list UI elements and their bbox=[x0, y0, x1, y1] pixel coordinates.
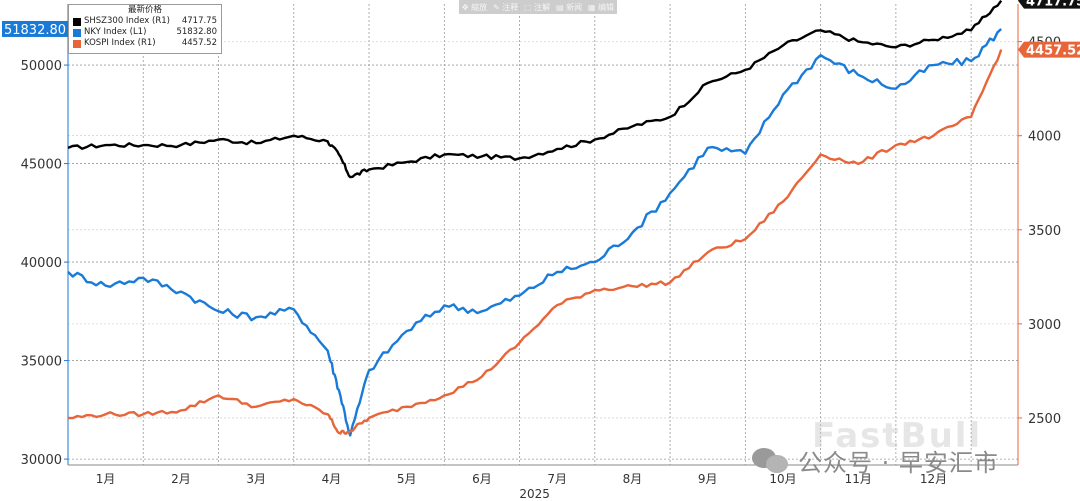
legend-value: 4717.75 bbox=[181, 16, 217, 26]
legend-label: KOSPI Index (R1) bbox=[84, 38, 156, 48]
last-value-tag-kospi-text: 4457.52 bbox=[1026, 44, 1080, 59]
legend-entry-nky: NKY Index (L1) 51832.80 bbox=[69, 27, 221, 38]
legend-swatch bbox=[73, 28, 81, 37]
toolbar-notes-button[interactable]: ⬚ 注解 bbox=[524, 2, 551, 12]
left-tick-label: 40000 bbox=[21, 256, 62, 271]
last-value-tag-shsz300-bg bbox=[1018, 0, 1080, 9]
toolbar-news-button[interactable]: ▤ 新闻 bbox=[556, 2, 583, 12]
watermark-text: 公众号 · 早安汇市 bbox=[798, 448, 999, 477]
left-tick-label: 45000 bbox=[21, 158, 62, 173]
last-value-tag-nky: 51832.80 bbox=[2, 20, 68, 38]
right-tick-label: 4000 bbox=[1028, 130, 1061, 145]
legend-entry-shsz300: SHSZ300 Index (R1) 4717.75 bbox=[69, 16, 221, 27]
x-tick-label: 6月 bbox=[472, 472, 492, 486]
legend-value: 4457.52 bbox=[181, 38, 217, 48]
axes bbox=[64, 4, 1022, 466]
left-tick-label: 30000 bbox=[21, 453, 62, 468]
brand-watermark: FastBull bbox=[812, 416, 983, 456]
wechat-icon bbox=[752, 445, 790, 475]
series-line-shsz300 bbox=[67, 0, 1003, 179]
x-tick-label: 12月 bbox=[920, 472, 947, 486]
x-tick-label: 8月 bbox=[623, 472, 643, 486]
series-lines bbox=[67, 0, 1003, 437]
right-tick-label: 2500 bbox=[1028, 412, 1061, 427]
chart-toolbar: ✥ 縮放 ✎ 注释 ⬚ 注解 ▤ 新闻 ▦ 编辑 bbox=[459, 0, 617, 14]
legend-entry-kospi: KOSPI Index (R1) 4457.52 bbox=[69, 38, 221, 49]
last-value-tag-kospi-bg bbox=[1018, 41, 1080, 58]
x-year-label: 2025 bbox=[519, 487, 550, 501]
left-tick-label: 35000 bbox=[21, 355, 62, 370]
right-tick-label: 3500 bbox=[1028, 224, 1061, 239]
x-tick-label: 7月 bbox=[547, 472, 567, 486]
x-tick-label: 11月 bbox=[845, 472, 872, 486]
last-value-tag-nky-text: 51832.80 bbox=[4, 23, 66, 38]
legend-label: NKY Index (L1) bbox=[84, 27, 147, 37]
legend-value: 51832.80 bbox=[176, 27, 217, 37]
toolbar-zoom-button[interactable]: ✥ 縮放 bbox=[461, 2, 488, 12]
x-tick-label: 9月 bbox=[698, 472, 718, 486]
last-value-tag-shsz300-text: 4717.75 bbox=[1026, 0, 1080, 10]
toolbar-edit-button[interactable]: ▦ 编辑 bbox=[587, 2, 615, 12]
last-value-tag-kospi: 4457.52 bbox=[1018, 41, 1080, 59]
x-tick-label: 4月 bbox=[322, 472, 342, 486]
x-tick-label: 3月 bbox=[246, 472, 266, 486]
right-tick-label: 3000 bbox=[1028, 318, 1061, 333]
x-tick-label: 2月 bbox=[171, 472, 191, 486]
series-line-kospi bbox=[67, 49, 1003, 435]
x-tick-label: 10月 bbox=[769, 472, 796, 486]
grid bbox=[67, 4, 1018, 465]
legend: 最新价格 SHSZ300 Index (R1) 4717.75 NKY Inde… bbox=[68, 4, 222, 54]
legend-swatch bbox=[73, 17, 81, 26]
legend-swatch bbox=[73, 39, 81, 48]
legend-title: 最新价格 bbox=[127, 5, 162, 15]
left-tick-label: 50000 bbox=[21, 59, 62, 74]
wechat-watermark: 公众号 · 早安汇市 bbox=[752, 440, 1052, 480]
x-tick-label: 5月 bbox=[397, 472, 417, 486]
toolbar-annotate-button[interactable]: ✎ 注释 bbox=[492, 2, 519, 12]
series-line-nky bbox=[67, 28, 1002, 437]
legend-label: SHSZ300 Index (R1) bbox=[84, 16, 170, 26]
last-value-tag-shsz300: 4717.75 bbox=[1018, 0, 1080, 10]
x-tick-label: 1月 bbox=[96, 472, 116, 486]
last-value-tag-nky-bg bbox=[2, 20, 68, 37]
